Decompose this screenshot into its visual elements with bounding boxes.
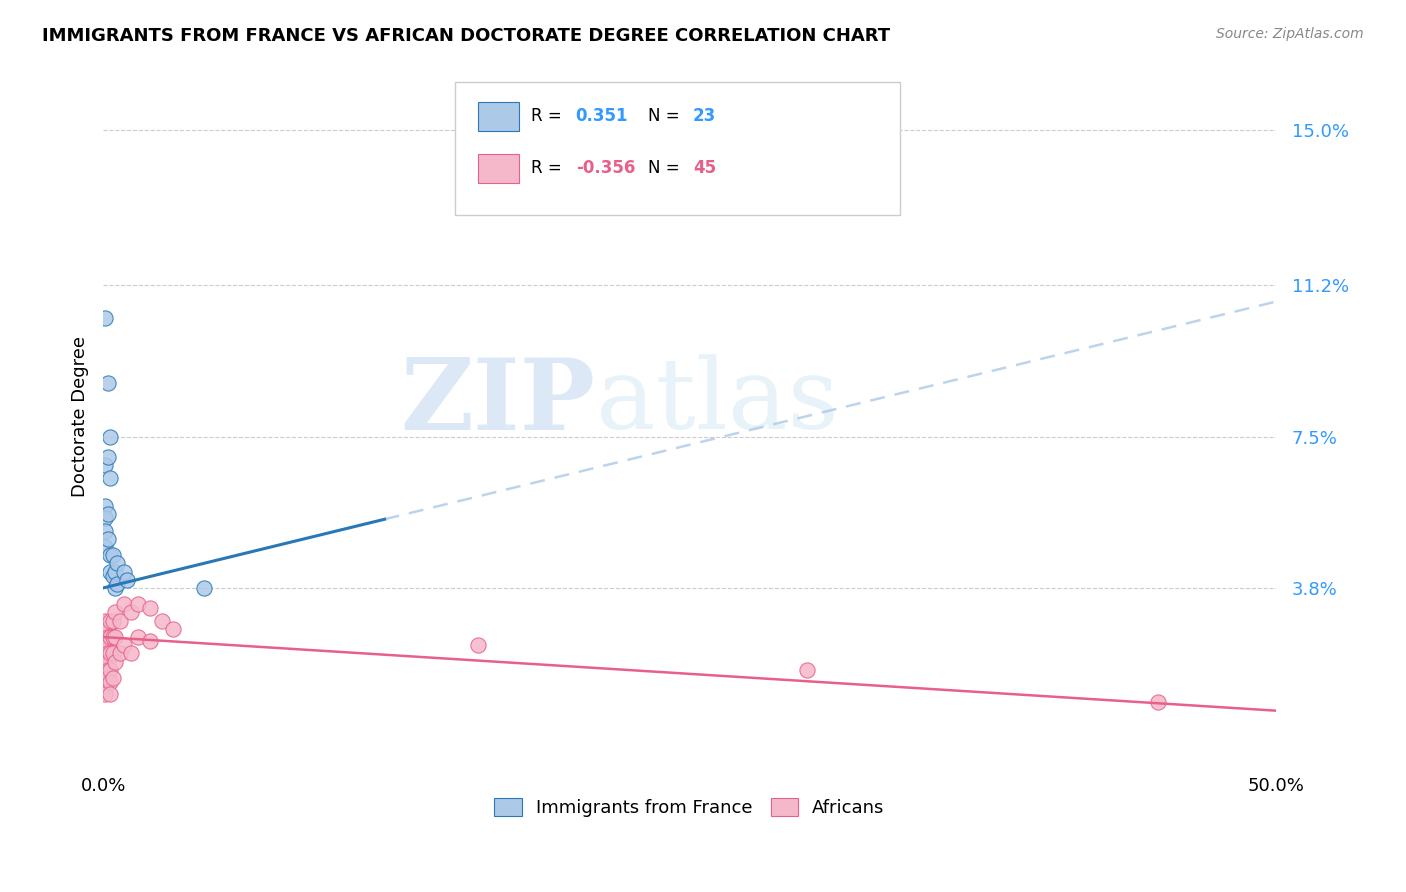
Point (97, 647, 120, 661)
Point (94, 524, 117, 538)
Text: 45: 45 (693, 159, 716, 177)
Point (97, 532, 120, 546)
Point (94, 638, 117, 652)
Point (108, 614, 131, 628)
Point (104, 630, 127, 644)
Point (104, 565, 127, 579)
Point (104, 655, 127, 669)
Point (94, 687, 117, 701)
Point (98, 663, 121, 677)
Y-axis label: Doctorate Degree: Doctorate Degree (72, 335, 89, 497)
Point (94, 630, 117, 644)
Point (94, 511, 117, 525)
Point (162, 622, 184, 636)
Point (139, 601, 162, 615)
Point (94, 655, 117, 669)
Point (94, 311, 117, 326)
Point (94, 540, 117, 554)
Point (97, 376, 120, 391)
Text: 23: 23 (693, 107, 716, 125)
Point (108, 647, 131, 661)
Point (94, 647, 117, 661)
Point (94, 671, 117, 685)
Point (94, 679, 117, 693)
Point (98, 630, 121, 644)
Point (120, 606, 142, 620)
Point (97, 663, 120, 677)
Point (98, 675, 121, 690)
Point (127, 630, 149, 644)
Point (97, 630, 120, 644)
Point (97, 638, 120, 652)
Point (98, 614, 121, 628)
Point (97, 671, 120, 685)
Point (94, 663, 117, 677)
Text: N =: N = (648, 107, 681, 125)
FancyBboxPatch shape (478, 154, 519, 183)
Point (112, 597, 135, 611)
Text: ZIP: ZIP (401, 354, 596, 450)
Point (1147, 696, 1170, 710)
Point (127, 597, 149, 611)
Point (101, 647, 124, 661)
Text: Source: ZipAtlas.com: Source: ZipAtlas.com (1216, 27, 1364, 41)
Point (105, 577, 128, 591)
Point (98, 647, 121, 661)
Point (97, 622, 120, 636)
Point (97, 450, 120, 464)
Point (193, 581, 215, 595)
Point (105, 557, 128, 571)
Point (101, 548, 124, 562)
Point (101, 568, 124, 582)
Point (112, 565, 135, 579)
Point (139, 634, 162, 648)
Point (150, 614, 173, 628)
Point (104, 581, 127, 595)
Point (104, 606, 127, 620)
Point (101, 614, 124, 628)
Point (98, 687, 121, 701)
Legend: Immigrants from France, Africans: Immigrants from France, Africans (488, 790, 891, 824)
Point (98, 565, 121, 579)
Point (94, 499, 117, 513)
Point (112, 638, 135, 652)
Point (101, 630, 124, 644)
Text: R =: R = (531, 159, 562, 177)
Point (94, 458, 117, 473)
Text: R =: R = (531, 107, 562, 125)
Point (98, 548, 121, 562)
Text: atlas: atlas (596, 354, 838, 450)
Text: 0.351: 0.351 (575, 107, 628, 125)
Point (94, 614, 117, 628)
Point (97, 655, 120, 669)
FancyBboxPatch shape (456, 82, 900, 215)
Point (120, 647, 142, 661)
Point (796, 663, 818, 677)
Point (101, 671, 124, 685)
Point (467, 638, 489, 652)
FancyBboxPatch shape (478, 102, 519, 131)
Text: -0.356: -0.356 (575, 159, 636, 177)
Point (97, 508, 120, 522)
Point (98, 470, 121, 484)
Point (94, 622, 117, 636)
Text: IMMIGRANTS FROM FRANCE VS AFRICAN DOCTORATE DEGREE CORRELATION CHART: IMMIGRANTS FROM FRANCE VS AFRICAN DOCTOR… (42, 27, 890, 45)
Point (115, 573, 138, 587)
Point (98, 429, 121, 443)
Text: N =: N = (648, 159, 681, 177)
